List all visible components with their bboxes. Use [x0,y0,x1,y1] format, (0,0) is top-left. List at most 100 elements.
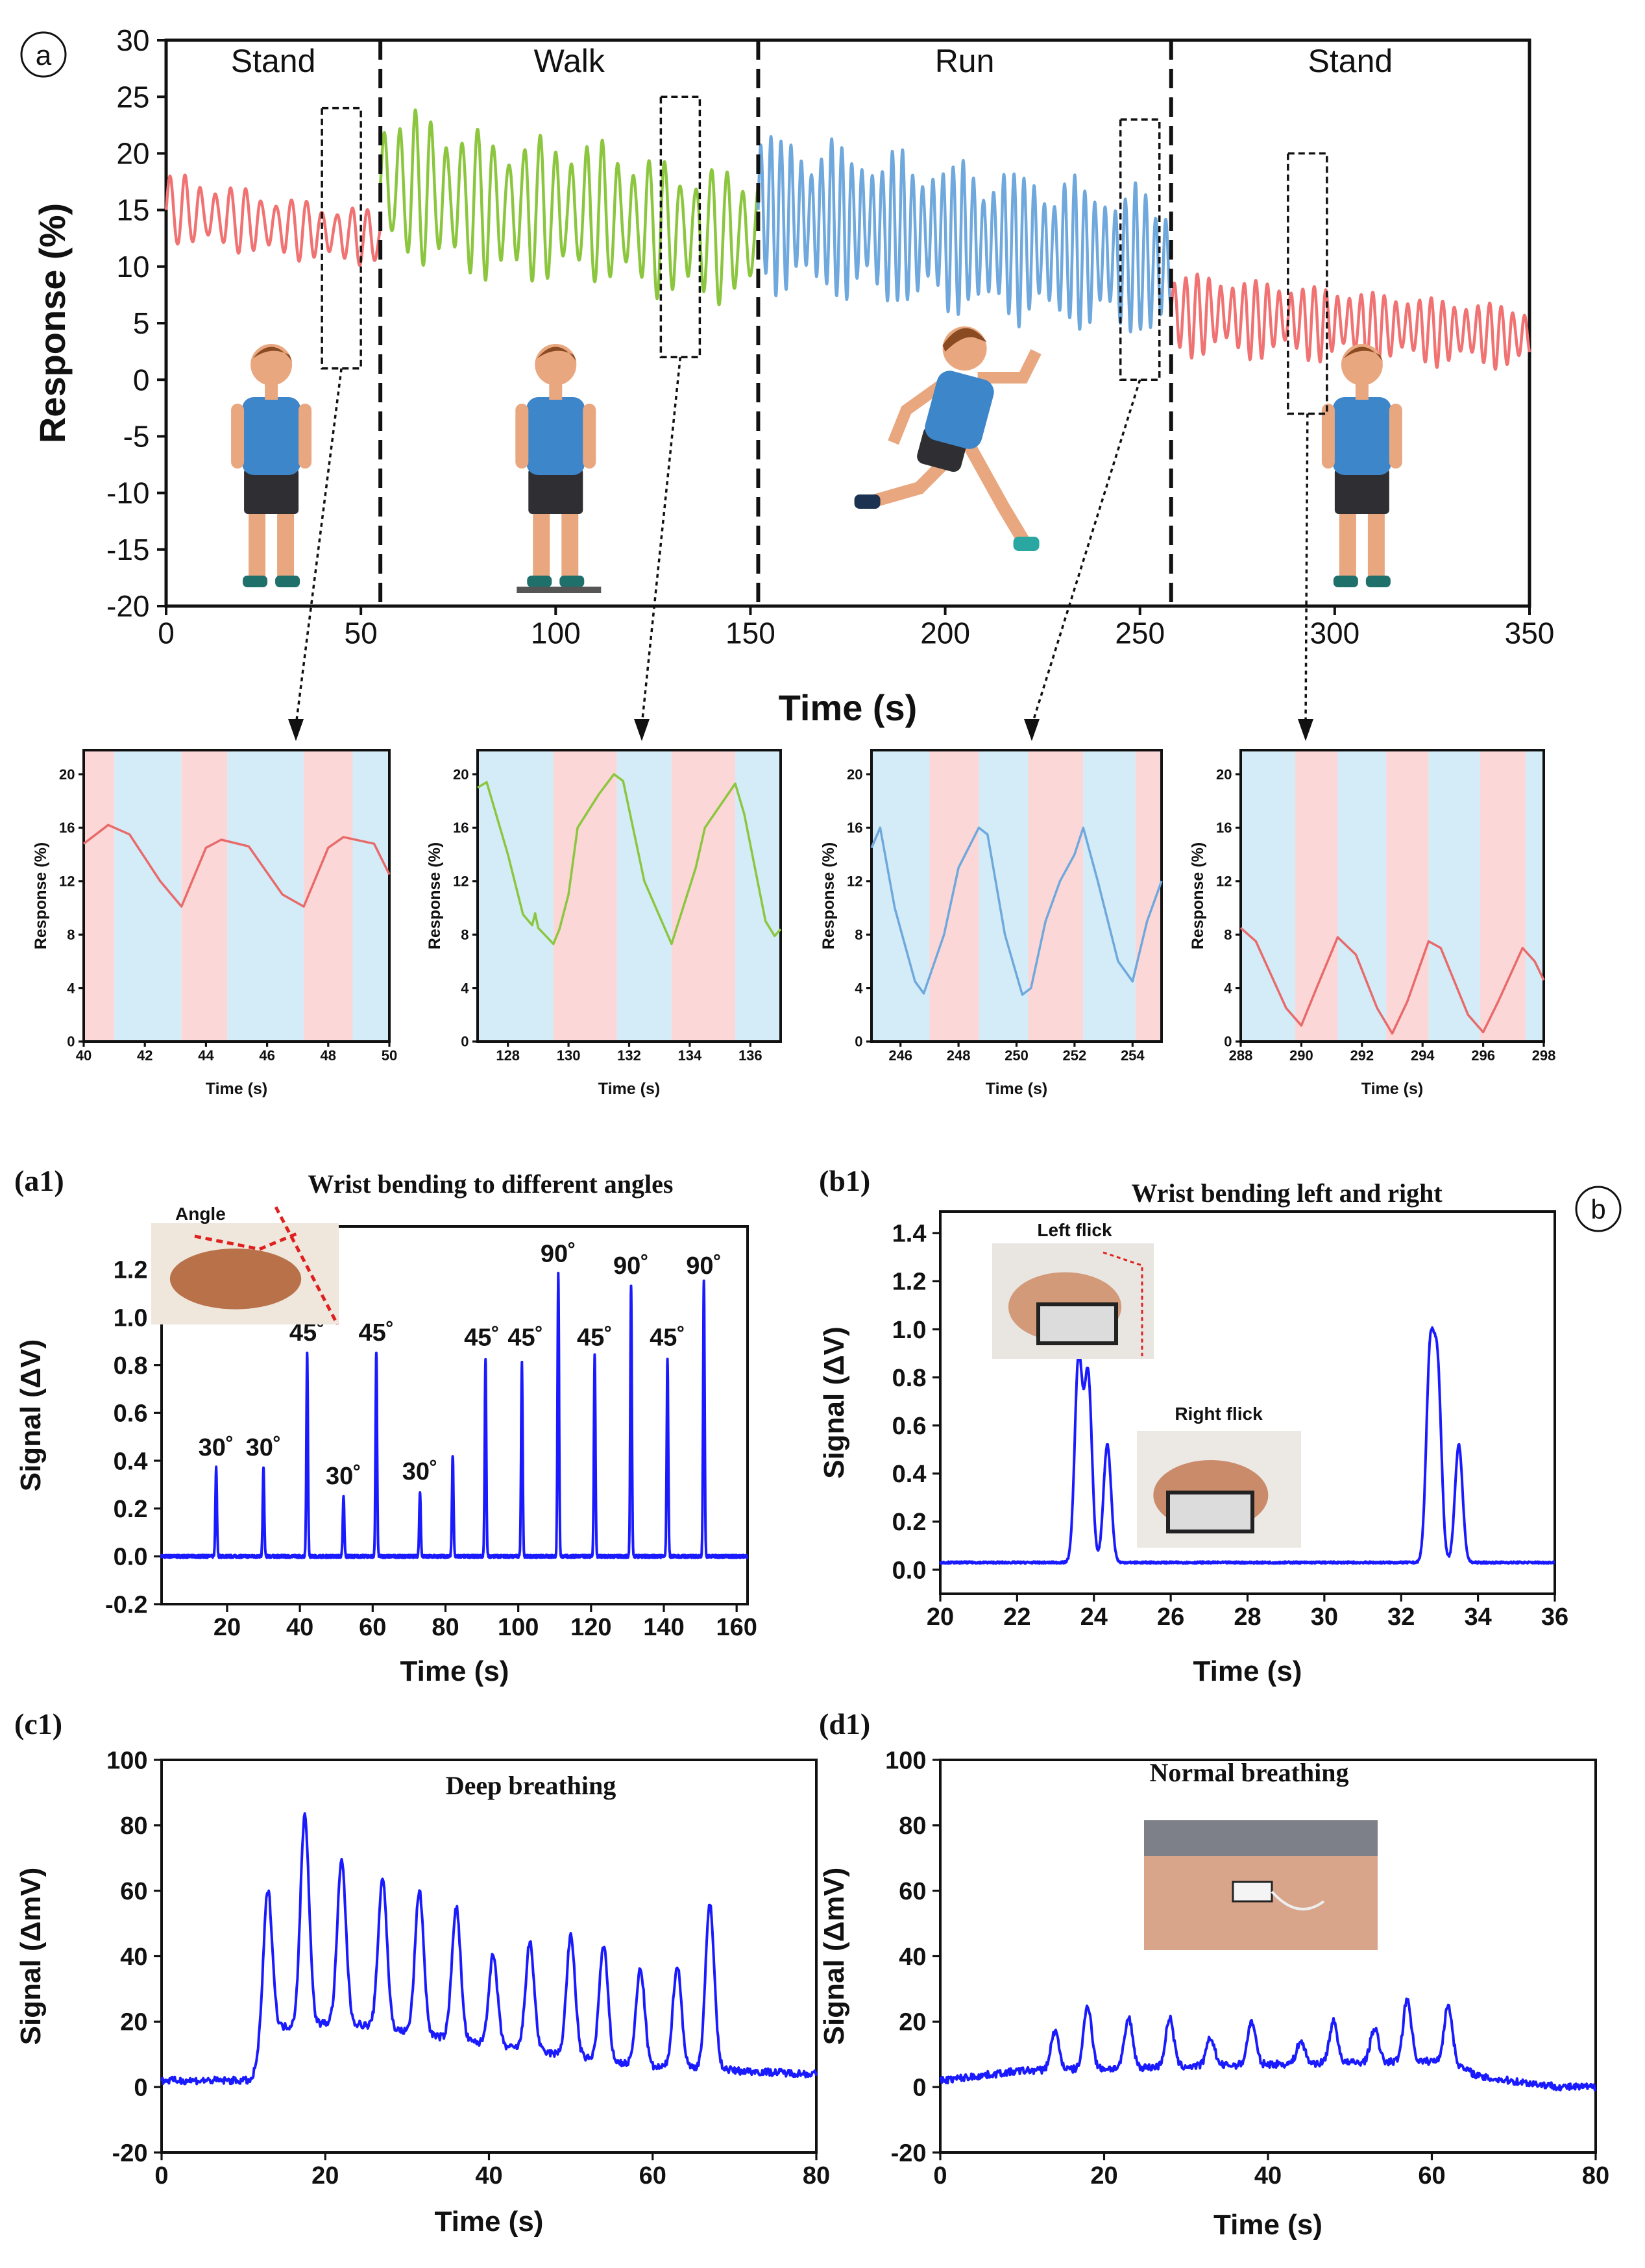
x-tick-label: 254 [1121,1047,1145,1064]
y-tick-label: 1.2 [114,1257,148,1284]
phase-band-pink [181,750,228,1042]
y-tick-label: 0 [67,1034,75,1050]
x-tick-label: 150 [725,616,775,650]
x-tick-label: 248 [947,1047,971,1064]
signal-trace-run [757,135,1173,334]
y-axis-label: Response (%) [32,842,50,949]
phase-band-blue [1525,750,1544,1042]
angle-annotation: 45˚ [464,1324,500,1352]
phase-band-blue [979,750,1029,1042]
panel-label-b: b [1590,1194,1605,1225]
inset-signal-trace [477,773,782,945]
phase-band-pink [1135,750,1162,1042]
x-tick-label: 50 [382,1047,397,1064]
phase-band-blue [1241,750,1296,1042]
x-tick-label: 350 [1505,616,1555,650]
y-tick-label: -10 [106,476,149,510]
x-tick-label: 136 [738,1047,762,1064]
y-tick-label: 15 [116,193,149,227]
y-tick-label: 0.6 [892,1413,927,1440]
arrow-head-icon [288,719,304,741]
panel-a-main-chart: 0 50 100 150 200 250 300 350 -20 -15 -10 -5 0 5 10 15 20… [20,23,1555,741]
zoom-box [1119,118,1161,381]
y-tick-label: 4 [461,980,469,996]
y-tick-label: 20 [1216,766,1232,783]
phase-band-pink [671,750,735,1042]
inset-signal-trace [1239,927,1545,1035]
phase-band-blue [352,750,389,1042]
angle-annotation: 30˚ [402,1458,438,1485]
signal-trace [939,1997,1597,2091]
x-tick-label: 294 [1411,1047,1435,1064]
y-tick-label: 1.2 [892,1269,927,1296]
signal-trace [160,1812,818,2086]
x-axis-label: Time (s) [400,1655,509,1687]
y-tick-label: 20 [847,766,862,783]
y-tick-label: 0.4 [114,1448,148,1475]
x-tick-label: 246 [888,1047,912,1064]
y-tick-label: 0.8 [892,1365,927,1392]
x-tick-label: 24 [1080,1603,1108,1631]
x-tick-label: 50 [345,616,378,650]
x-tick-label: 34 [1464,1603,1491,1631]
x-tick-label: 32 [1387,1603,1415,1631]
x-tick-label: 296 [1471,1047,1495,1064]
y-tick-label: 0.6 [114,1400,148,1428]
y-tick-label: 12 [59,873,75,890]
zoom-box [659,95,701,359]
chart-title: Normal breathing [1149,1758,1348,1787]
phase-label: Stand [231,43,316,79]
phase-band-pink [1480,750,1526,1042]
y-axis-label: Signal (ΔmV) [15,1868,47,2045]
y-tick-label: 0 [134,2074,147,2101]
person-stand-icon [1321,344,1402,587]
y-tick-label: 20 [899,2009,926,2036]
y-axis-label: Signal (ΔV) [15,1339,47,1492]
x-tick-label: 46 [259,1047,274,1064]
y-tick-label: -20 [891,2140,927,2167]
y-tick-label: 4 [855,980,863,996]
y-tick-label: 0.8 [114,1352,148,1380]
angle-annotation: 45˚ [650,1324,685,1352]
photo-label: Right flick [1175,1404,1263,1424]
zoom-box [321,106,362,370]
y-tick-label: -0.2 [105,1591,147,1618]
signal-trace [939,1326,1555,1565]
x-tick-label: 28 [1234,1603,1261,1631]
x-axis-label: Time (s) [206,1080,267,1098]
phase-band-pink [304,750,353,1042]
phase-band-pink [1386,750,1429,1042]
x-tick-label: 0 [933,2162,947,2189]
y-axis-label: Response (%) [1189,842,1207,949]
arrow-head-icon [1024,719,1040,741]
x-tick-label: 0 [154,2162,168,2189]
y-tick-label: 12 [847,873,862,890]
x-tick-label: 30 [1311,1603,1338,1631]
y-tick-label: 1.0 [114,1304,148,1332]
y-tick-label: 20 [120,2009,147,2036]
angle-annotation: 90˚ [541,1241,576,1268]
plot-frame [160,1759,818,2154]
y-tick-label: 0 [855,1034,862,1050]
phase-band-blue [227,750,304,1042]
x-tick-label: 26 [1157,1603,1184,1631]
y-tick-label: 100 [885,1747,926,1774]
left-flick-photo [992,1243,1154,1359]
x-tick-label: 120 [570,1614,611,1641]
x-tick-label: 250 [1005,1047,1029,1064]
x-tick-label: 40 [76,1047,91,1064]
x-tick-label: 292 [1350,1047,1374,1064]
panel-a-badge [20,31,67,78]
y-tick-label: 80 [120,1812,147,1840]
y-tick-label: 0.2 [892,1509,927,1536]
photo-label: Angle [175,1204,226,1224]
x-tick-label: 20 [1090,2162,1117,2189]
x-tick-label: 20 [927,1603,954,1631]
panel-b-badge [1575,1186,1622,1232]
chart-title: Deep breathing [446,1771,616,1800]
x-tick-label: 160 [716,1614,757,1641]
x-tick-label: 300 [1310,616,1359,650]
